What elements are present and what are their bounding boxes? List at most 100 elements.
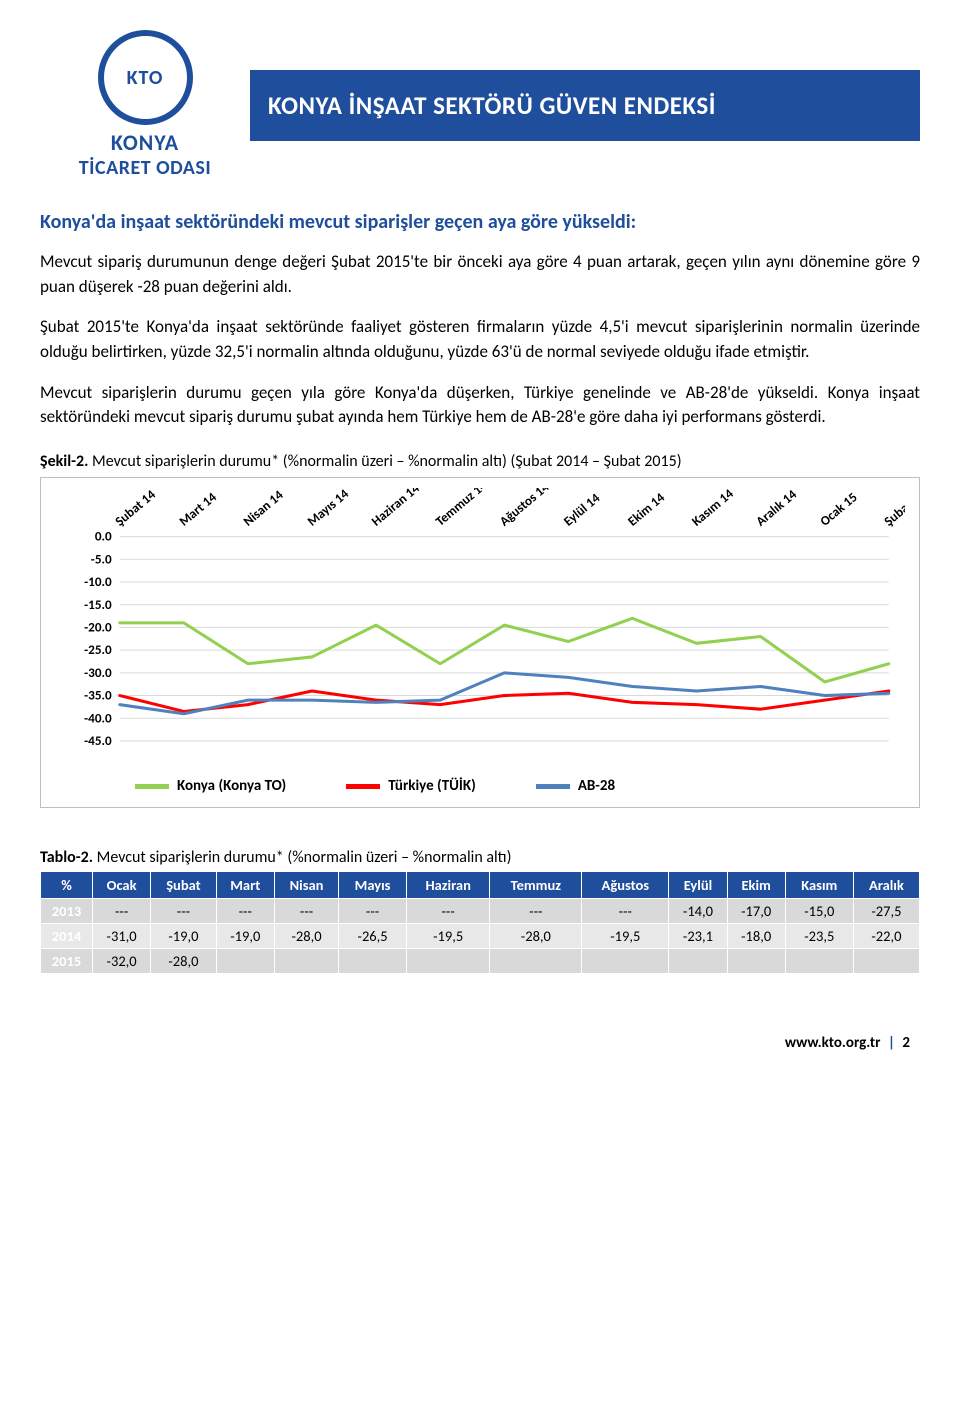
svg-text:-45.0: -45.0 [84,732,112,749]
footer-url: www.kto.org.tr [785,1034,881,1052]
table-cell: --- [93,899,151,924]
org-name-line2: TİCARET ODASI [40,156,250,180]
table-cell: -14,0 [669,899,727,924]
chart-caption-label: Şekil-2. [40,452,88,471]
chart-caption-text: Mevcut siparişlerin durumu* (%normalin ü… [88,452,681,471]
table-cell: -28,0 [151,949,216,974]
paragraph-2: Şubat 2015'te Konya'da inşaat sektöründe… [40,315,920,364]
table-col-header: Nisan [274,872,338,899]
legend-swatch [135,784,169,789]
svg-text:Ekim 14: Ekim 14 [624,489,668,530]
svg-text:-30.0: -30.0 [84,664,112,681]
table-cell: -19,0 [216,924,274,949]
table-col-header: Ağustos [582,872,669,899]
svg-text:-35.0: -35.0 [84,686,112,703]
logo-icon: KTO [98,30,193,125]
legend-swatch [536,784,570,789]
logo-block: KTO KONYA TİCARET ODASI [40,30,250,180]
legend-label: Konya (Konya TO) [177,777,286,795]
table-col-header: Kasım [785,872,853,899]
table-cell: -28,0 [274,924,338,949]
chart-caption: Şekil-2. Mevcut siparişlerin durumu* (%n… [40,452,920,471]
data-table: %OcakŞubatMartNisanMayısHaziranTemmuzAğu… [40,871,920,974]
table-cell: -27,5 [853,899,919,924]
svg-text:Aralık 14: Aralık 14 [752,488,800,530]
svg-text:Temmuz 14: Temmuz 14 [432,488,491,530]
table-cell [727,949,785,974]
table-cell [582,949,669,974]
table-cell: -19,5 [406,924,490,949]
table-row-header: 2013 [41,899,93,924]
svg-text:0.0: 0.0 [95,527,112,544]
svg-text:Nisan 14: Nisan 14 [240,488,287,530]
table-col-header: Şubat [151,872,216,899]
table-corner: % [41,872,93,899]
table-cell: -26,5 [339,924,407,949]
table-cell: --- [406,899,490,924]
footer-page-number: 2 [902,1034,910,1052]
svg-text:-20.0: -20.0 [84,618,112,635]
table-cell: --- [216,899,274,924]
table-cell [274,949,338,974]
paragraph-1: Mevcut sipariş durumunun denge değeri Şu… [40,250,920,299]
table-col-header: Mart [216,872,274,899]
table-row-header: 2015 [41,949,93,974]
table-col-header: Ekim [727,872,785,899]
paragraph-3: Mevcut siparişlerin durumu geçen yıla gö… [40,381,920,430]
svg-text:Ağustos 14: Ağustos 14 [496,488,553,530]
table-caption-label: Tablo-2. [40,848,93,867]
table-cell: --- [339,899,407,924]
section-heading: Konya'da inşaat sektöründeki mevcut sipa… [40,210,920,234]
svg-text:-5.0: -5.0 [91,550,112,567]
svg-text:Kasım 14: Kasım 14 [688,488,737,530]
svg-text:-15.0: -15.0 [84,596,112,613]
legend-item: Konya (Konya TO) [135,777,286,795]
svg-text:Haziran 14: Haziran 14 [368,488,423,530]
table-cell: --- [582,899,669,924]
table-col-header: Aralık [853,872,919,899]
table-cell: --- [490,899,582,924]
table-cell: -31,0 [93,924,151,949]
table-col-header: Mayıs [339,872,407,899]
table-cell: --- [274,899,338,924]
table-cell: -15,0 [785,899,853,924]
legend-label: AB-28 [578,777,615,795]
table-cell: -23,5 [785,924,853,949]
table-caption-text: Mevcut siparişlerin durumu* (%normalin ü… [93,848,511,867]
table-cell: -32,0 [93,949,151,974]
page-header: KTO KONYA TİCARET ODASI KONYA İNŞAAT SEK… [40,30,920,180]
chart-container: 0.0 -5.0 -10.0 -15.0 -20.0 -25.0 -30.0 -35.0 -40… [40,477,920,808]
svg-text:-10.0: -10.0 [84,573,112,590]
table-cell [339,949,407,974]
table-cell [406,949,490,974]
legend-item: Türkiye (TÜİK) [346,777,476,795]
table-cell: --- [151,899,216,924]
table-col-header: Eylül [669,872,727,899]
svg-text:-25.0: -25.0 [84,641,112,658]
table-cell: -19,0 [151,924,216,949]
table-cell: -22,0 [853,924,919,949]
page-container: KTO KONYA TİCARET ODASI KONYA İNŞAAT SEK… [0,0,960,1072]
svg-text:-40.0: -40.0 [84,709,112,726]
line-chart: 0.0 -5.0 -10.0 -15.0 -20.0 -25.0 -30.0 -35.0 -40… [55,488,905,771]
svg-text:Eylül 14: Eylül 14 [560,489,603,529]
table-cell: -28,0 [490,924,582,949]
svg-text:Mart 14: Mart 14 [175,488,220,529]
table-cell: -17,0 [727,899,785,924]
table-col-header: Temmuz [490,872,582,899]
chart-legend: Konya (Konya TO) Türkiye (TÜİK) AB-28 [55,771,905,797]
document-title-bar: KONYA İNŞAAT SEKTÖRÜ GÜVEN ENDEKSİ [250,70,920,141]
svg-text:Ocak 15: Ocak 15 [816,488,860,529]
table-caption: Tablo-2. Mevcut siparişlerin durumu* (%n… [40,848,920,867]
table-row-header: 2014 [41,924,93,949]
table-col-header: Ocak [93,872,151,899]
table-cell: -18,0 [727,924,785,949]
table-cell [853,949,919,974]
page-footer: www.kto.org.tr | 2 [40,1034,920,1052]
svg-text:Şubat 14: Şubat 14 [111,488,159,530]
table-cell [785,949,853,974]
table-cell: -19,5 [582,924,669,949]
svg-text:Şubat 15: Şubat 15 [880,488,905,530]
table-cell [216,949,274,974]
legend-label: Türkiye (TÜİK) [388,777,476,795]
